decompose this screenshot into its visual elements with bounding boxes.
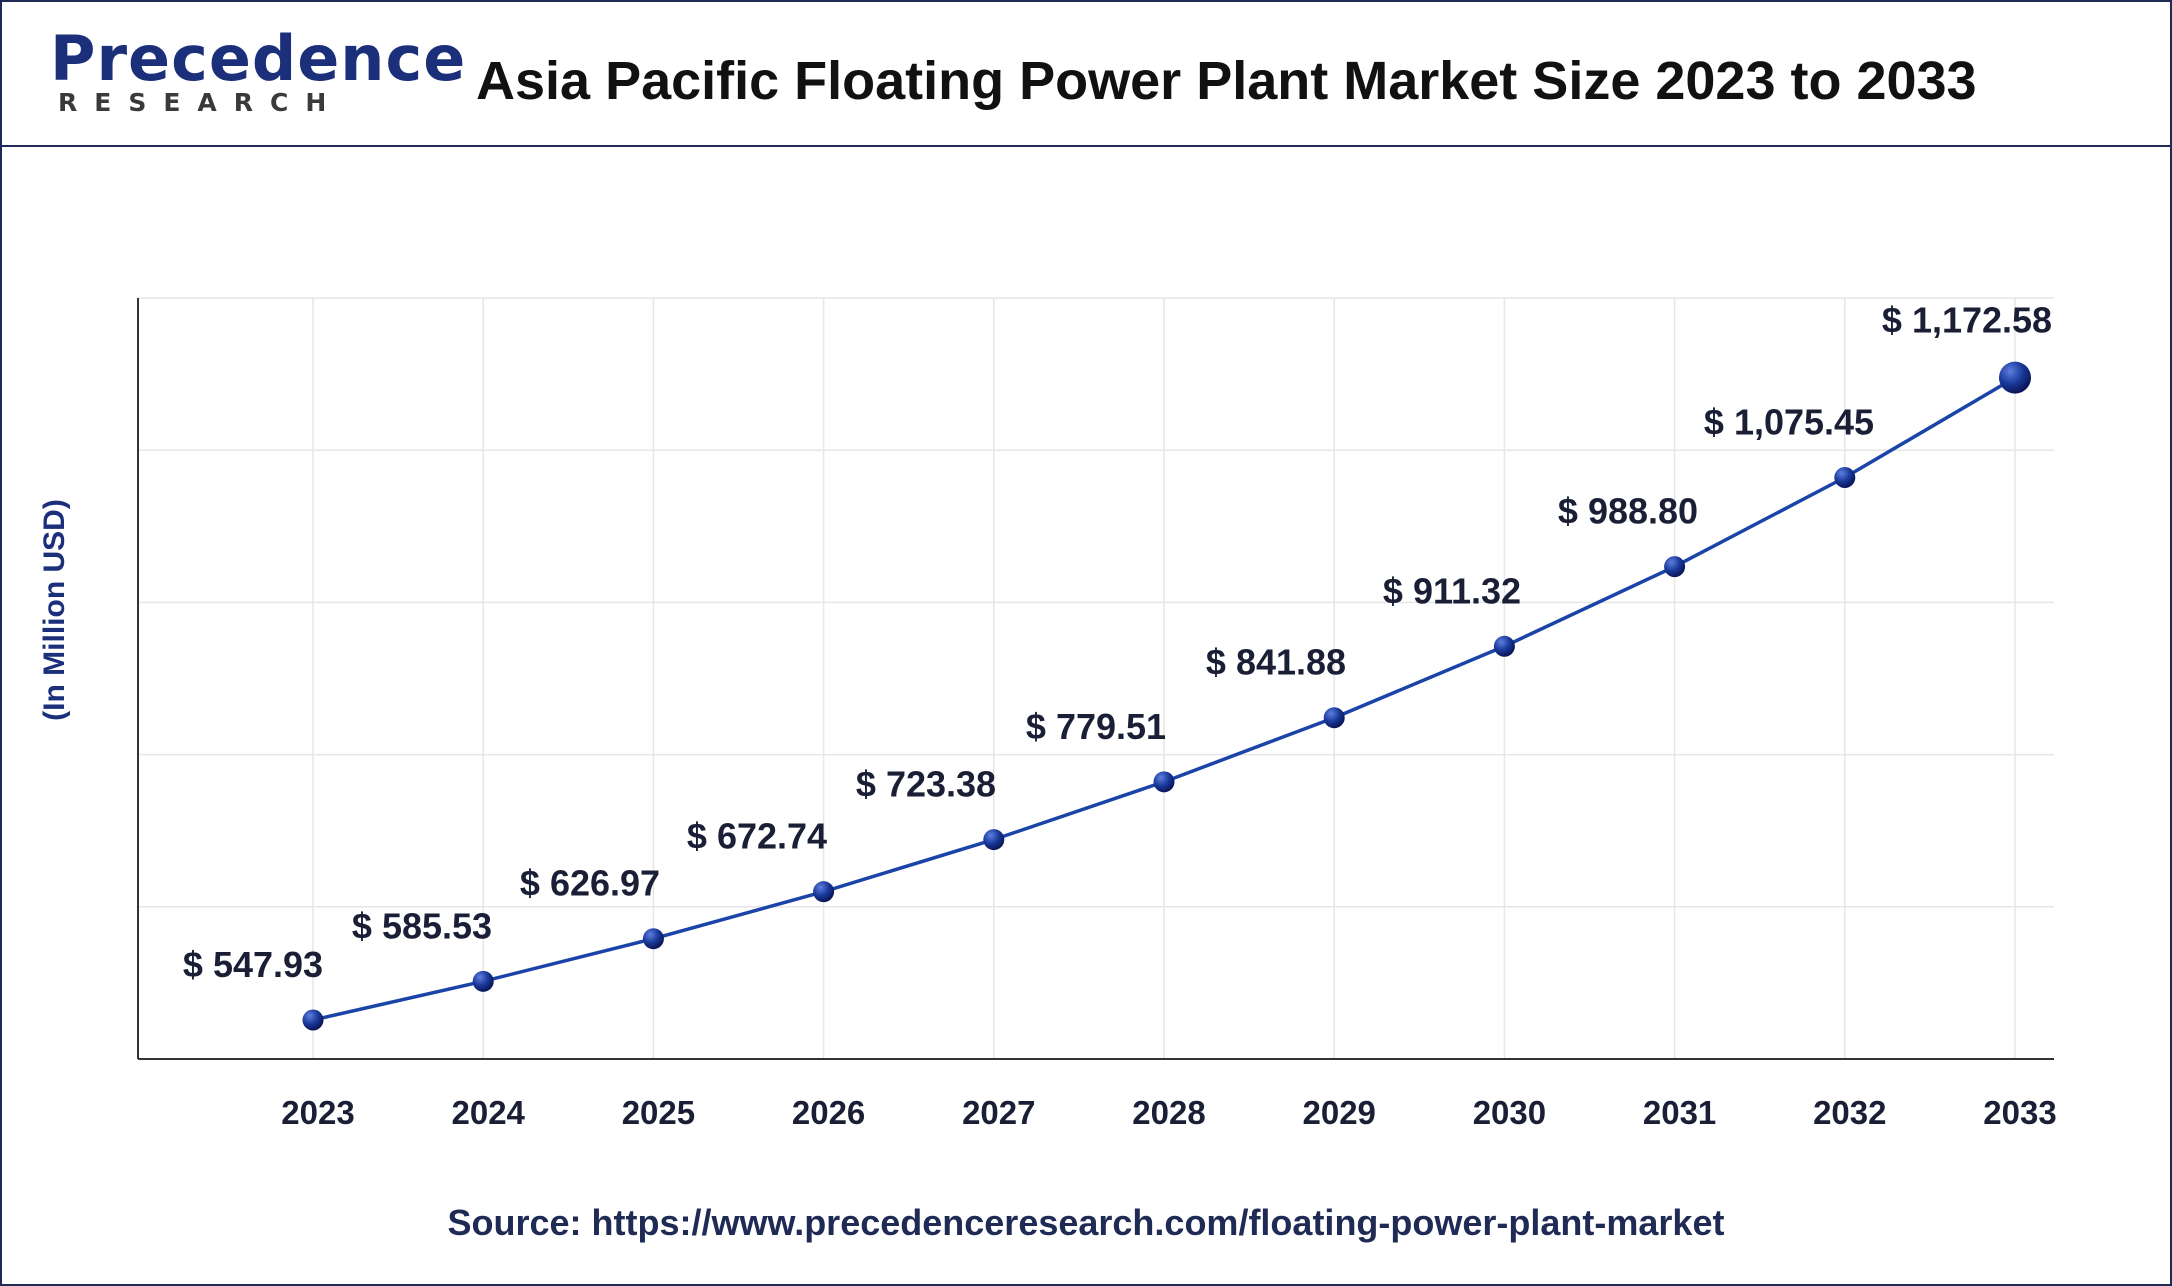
data-point — [1493, 635, 1515, 657]
x-tick-label: 2023 — [281, 1094, 354, 1131]
data-point — [302, 1009, 324, 1031]
data-point — [1664, 556, 1686, 578]
x-tick-label: 2027 — [962, 1094, 1035, 1131]
data-label: $ 779.51 — [1026, 706, 1166, 747]
data-label: $ 626.97 — [520, 863, 660, 904]
data-point — [983, 829, 1005, 851]
source-text: Source: https://www.precedenceresearch.c… — [447, 1202, 1725, 1243]
data-point — [813, 881, 835, 903]
brand-subtitle: RESEARCH — [58, 88, 344, 117]
x-tick-label: 2024 — [451, 1094, 525, 1131]
data-label: $ 547.93 — [183, 944, 323, 985]
data-point — [472, 970, 494, 992]
data-point — [1153, 771, 1175, 793]
header: Precedence RESEARCH Asia Pacific Floatin… — [2, 2, 2170, 147]
x-tick-label: 2033 — [1983, 1094, 2056, 1131]
data-point — [642, 928, 664, 950]
data-label: $ 672.74 — [687, 816, 827, 857]
data-label: $ 1,172.58 — [1882, 300, 2052, 341]
data-label: $ 723.38 — [856, 764, 996, 805]
chart-title: Asia Pacific Floating Power Plant Market… — [476, 51, 1977, 111]
x-tick-label: 2026 — [792, 1094, 865, 1131]
x-tick-label: 2025 — [622, 1094, 695, 1131]
x-tick-label: 2031 — [1643, 1094, 1716, 1131]
data-label: $ 585.53 — [352, 905, 492, 946]
data-point — [1999, 361, 2031, 394]
x-tick-label: 2028 — [1132, 1094, 1205, 1131]
brand-logo: Precedence RESEARCH — [50, 22, 465, 122]
data-label: $ 988.80 — [1558, 491, 1698, 532]
brand-name: Precedence — [50, 22, 467, 95]
data-label: $ 841.88 — [1206, 642, 1346, 683]
data-label: $ 1,075.45 — [1704, 402, 1874, 443]
x-tick-label: 2029 — [1302, 1094, 1375, 1131]
data-point — [1323, 707, 1345, 729]
data-label: $ 911.32 — [1383, 570, 1521, 611]
x-tick-label: 2032 — [1813, 1094, 1886, 1131]
x-tick-label: 2030 — [1473, 1094, 1546, 1131]
data-point — [1834, 467, 1856, 489]
